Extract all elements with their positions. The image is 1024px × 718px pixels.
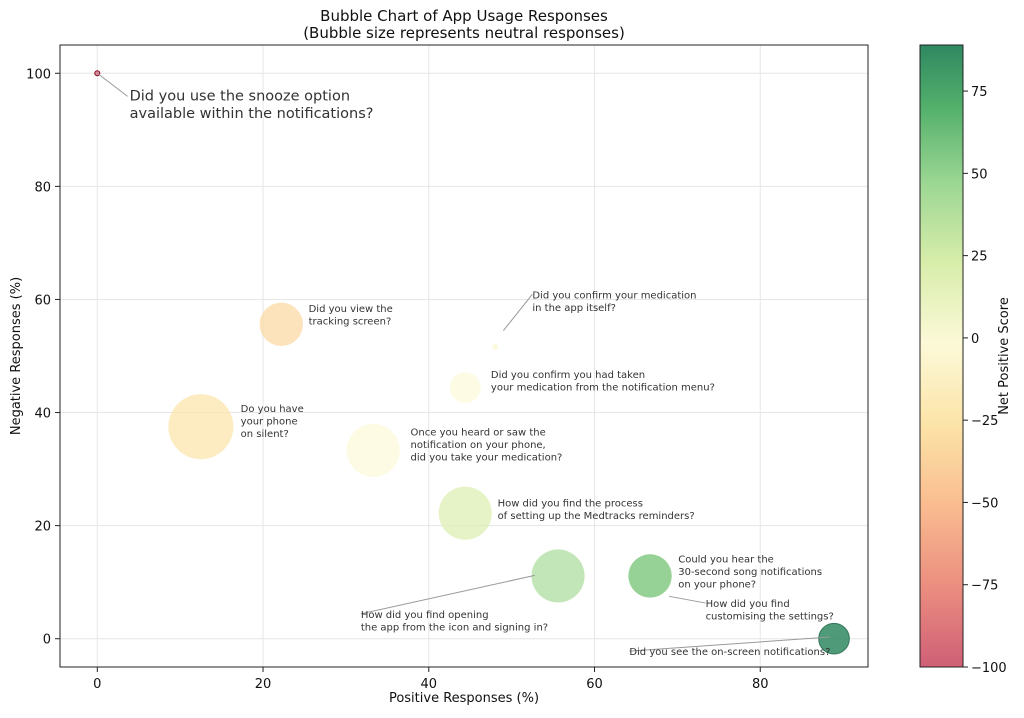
bubble	[531, 549, 585, 603]
colorbar-tick-label: 25	[971, 250, 988, 265]
annotation-leader-line	[96, 72, 128, 97]
bubble	[818, 622, 850, 655]
plot-frame	[59, 44, 869, 668]
bubble-layer	[94, 70, 850, 655]
chart-subtitle: (Bubble size represents neutral response…	[303, 24, 625, 42]
y-axis-ticks: 0 20 40 60 80 100	[26, 67, 60, 648]
x-tick-label: 40	[421, 677, 438, 692]
annotation-leader-line	[360, 574, 535, 615]
bubble	[168, 394, 234, 460]
annotation-label: Do you have your phone on silent?	[241, 404, 304, 440]
colorbar-tick-label: −50	[971, 496, 998, 511]
bubble	[628, 554, 672, 598]
bubble	[449, 372, 481, 404]
annotation-label: Did you view the tracking screen?	[309, 304, 393, 328]
annotation-label: Once you heard or saw the notification on…	[411, 428, 563, 464]
bubble	[346, 423, 400, 478]
annotation-label: Did you confirm your medication in the ap…	[532, 290, 696, 314]
annotation-label: Did you see the on-screen notifications?	[629, 647, 830, 658]
annotation-leader-line	[629, 636, 830, 652]
bubble	[438, 486, 492, 540]
x-tick-label: 80	[752, 677, 769, 692]
x-axis-label: Positive Responses (%)	[389, 691, 539, 706]
colorbar-ticks: −100 −75 −50 −25 0 25 50 75	[963, 85, 1007, 676]
colorbar-label: Net Positive Score	[997, 297, 1012, 415]
x-tick-label: 60	[586, 677, 603, 692]
y-tick-label: 100	[26, 67, 51, 82]
colorbar-tick-label: −25	[971, 414, 998, 429]
y-tick-label: 20	[34, 520, 51, 535]
colorbar-tick-label: 50	[971, 167, 988, 182]
annotation-label: How did you find the process of setting u…	[498, 498, 695, 521]
y-axis-label: Negative Responses (%)	[9, 277, 24, 435]
x-tick-label: 0	[93, 677, 101, 692]
colorbar-tick-label: 75	[971, 85, 988, 100]
colorbar-tick-label: −100	[971, 661, 1007, 676]
annotation-label: How did you find opening the app from the…	[361, 610, 548, 634]
colorbar-tick-label: −75	[971, 579, 998, 594]
x-axis-ticks: 0 20 40 60 80	[93, 667, 769, 692]
colorbar-tick-label: 0	[971, 332, 979, 347]
annotation-label: How did you find customising the settings…	[706, 599, 834, 623]
annotation-label: Did you confirm you had taken your medica…	[491, 370, 715, 394]
y-tick-label: 0	[43, 633, 51, 648]
annotation-label: Could you hear the 30-second song notific…	[678, 554, 822, 590]
y-tick-label: 80	[34, 180, 51, 195]
y-tick-label: 40	[34, 407, 51, 422]
bubble	[492, 344, 498, 350]
annotation-leader-line	[669, 595, 706, 604]
chart-title: Bubble Chart of App Usage Responses	[320, 7, 608, 25]
annotation-leader-line	[502, 294, 533, 331]
grid-lines	[60, 45, 868, 667]
x-tick-label: 20	[255, 677, 272, 692]
annotation-label: Did you use the snooze option available w…	[130, 88, 374, 122]
bubble	[259, 302, 303, 347]
colorbar	[919, 44, 964, 668]
annotation-layer: Did you use the snooze option available w…	[96, 72, 834, 658]
y-tick-label: 60	[34, 293, 51, 308]
